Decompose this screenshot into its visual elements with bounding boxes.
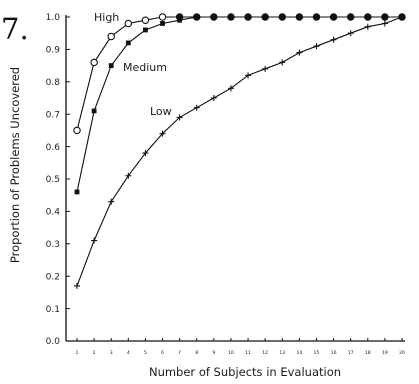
data-point (382, 14, 388, 20)
data-point (245, 14, 251, 20)
data-point (381, 20, 388, 27)
data-point (73, 126, 81, 135)
y-tick-label: 0.1 (46, 305, 60, 315)
series-label-low: Low (150, 105, 172, 118)
x-tick-label: 13 (279, 350, 285, 356)
series-low (74, 14, 405, 289)
x-tick-label: 9 (212, 350, 215, 356)
x-tick-label: 6 (161, 350, 164, 356)
y-ticks: 0.0 0.1 0.2 0.3 0.4 0.5 0.6 0.7 0.8 0.9 1.0 (46, 13, 70, 347)
data-point (142, 150, 149, 157)
data-point (210, 95, 217, 101)
x-tick-label: 3 (110, 350, 113, 356)
data-point (159, 130, 166, 137)
y-tick-label: 1.0 (46, 13, 61, 23)
y-tick-label: 0.4 (46, 208, 61, 218)
data-point (262, 65, 269, 72)
y-axis-title: Proportion of Problems Uncovered (8, 67, 22, 263)
data-point (143, 27, 148, 33)
data-point (296, 14, 302, 20)
x-tick-label: 14 (296, 350, 302, 356)
data-point (91, 237, 98, 244)
data-point (158, 13, 167, 21)
y-tick-label: 0.5 (46, 175, 60, 185)
x-axis-title: Number of Subjects in Evaluation (149, 365, 341, 379)
data-point (107, 32, 115, 41)
data-point (365, 14, 371, 20)
data-point (228, 14, 234, 20)
data-point (211, 14, 217, 20)
data-point (313, 43, 320, 50)
x-tick-label: 7 (178, 350, 181, 356)
series-label-medium: Medium (123, 61, 167, 74)
y-tick-label: 0.9 (46, 46, 61, 56)
data-point (91, 108, 97, 114)
x-tick-label: 19 (382, 350, 388, 356)
series-label-high: High (94, 11, 119, 24)
data-point (74, 189, 80, 195)
x-tick-label: 15 (314, 350, 320, 356)
data-point (296, 49, 303, 56)
data-point (193, 104, 200, 111)
data-point (176, 114, 183, 121)
y-tick-label: 0.7 (46, 110, 60, 120)
y-tick-label: 0.6 (46, 143, 61, 153)
x-tick-label: 16 (331, 350, 337, 356)
data-point (90, 58, 98, 67)
data-point (262, 14, 268, 20)
data-point (347, 30, 354, 37)
series-medium (74, 14, 405, 195)
series-layer (73, 13, 406, 289)
data-point (194, 14, 200, 20)
y-tick-label: 0.3 (46, 240, 60, 250)
data-point (125, 172, 132, 179)
x-tick-label: 17 (348, 350, 354, 356)
data-point (227, 85, 234, 92)
x-tick-label: 8 (195, 350, 198, 356)
data-point (399, 14, 405, 20)
data-point (108, 198, 115, 205)
x-tick-label: 2 (93, 350, 96, 356)
x-ticks: 1 2 3 4 5 6 7 8 9 10 11 12 13 14 15 16 17 18 19 20 (76, 338, 405, 356)
y-tick-label: 0.8 (46, 78, 61, 88)
data-point (314, 14, 319, 20)
x-tick-label: 10 (228, 350, 234, 356)
x-axis: 1 2 3 4 5 6 7 8 9 10 11 12 13 14 15 16 17 18 19 20 (66, 338, 405, 356)
data-point (125, 40, 131, 46)
data-point (108, 63, 114, 68)
data-point (330, 36, 337, 43)
y-tick-label: 0.0 (46, 337, 61, 347)
data-point (279, 59, 286, 66)
series-medium-line (76, 16, 402, 193)
x-tick-label: 4 (127, 350, 130, 356)
data-point (279, 14, 285, 20)
x-tick-label: 11 (245, 350, 251, 356)
data-point (348, 14, 354, 20)
x-tick-label: 20 (399, 350, 405, 356)
data-point (245, 72, 252, 79)
x-tick-label: 12 (262, 350, 268, 356)
data-point (331, 14, 336, 20)
series-low-line (76, 16, 403, 287)
figure-number: 7. (1, 12, 29, 46)
data-point (177, 17, 183, 23)
data-point (364, 23, 371, 30)
data-point (141, 16, 150, 24)
x-tick-label: 1 (76, 350, 79, 356)
y-axis: 0.0 0.1 0.2 0.3 0.4 0.5 0.6 0.7 0.8 0.9 1.0 (46, 13, 70, 347)
x-tick-label: 5 (144, 350, 147, 356)
y-tick-label: 0.2 (46, 272, 60, 282)
x-tick-label: 18 (365, 350, 371, 356)
data-point (124, 19, 133, 28)
data-point (74, 282, 80, 289)
data-point (160, 21, 165, 26)
